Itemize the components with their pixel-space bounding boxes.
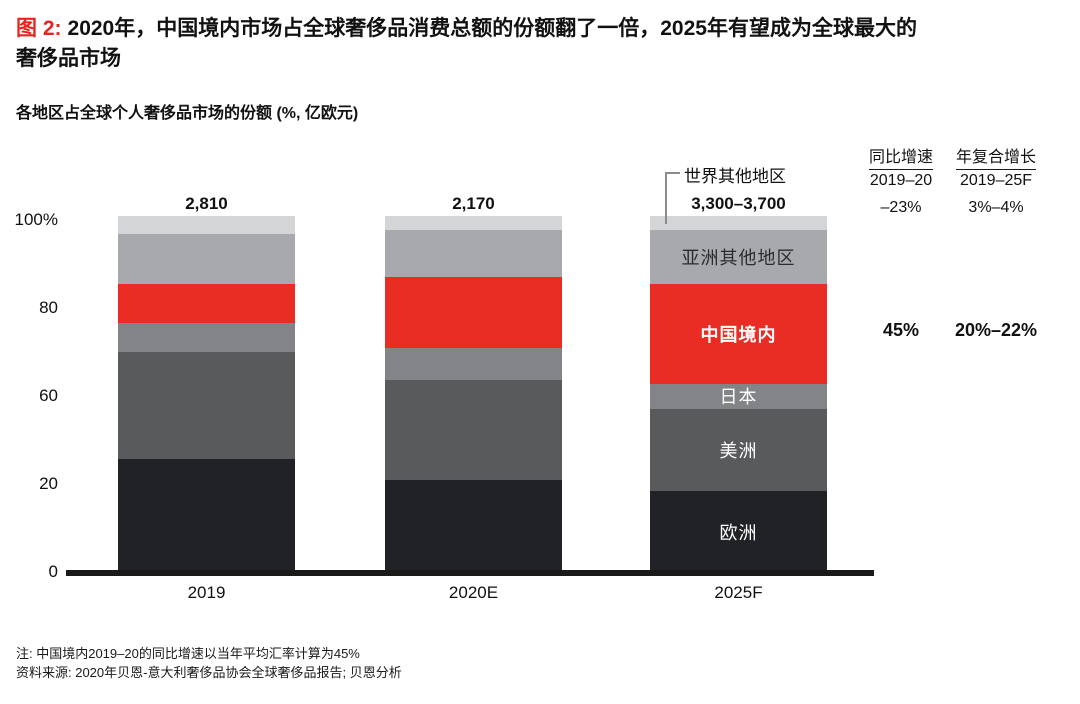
bar-total-2025f: 3,300–3,700 xyxy=(691,194,786,213)
segment-label-rest-of-asia: 亚洲其他地区 xyxy=(681,248,796,269)
stacked-bar-2019 xyxy=(118,216,295,573)
footnote: 注: 中国境内2019–20的同比增速以当年平均汇率计算为45% xyxy=(16,646,360,661)
callout-label-rest-of-world: 世界其他地区 xyxy=(684,167,786,186)
stat-total-cagr: 3%–4% xyxy=(968,199,1024,216)
segment-rest-of-asia-2025F: 亚洲其他地区 xyxy=(650,230,827,284)
x-label-2025f: 2025F xyxy=(714,583,763,602)
segment-americas-2025F: 美洲 xyxy=(650,408,827,491)
segment-china-mainland-2019 xyxy=(118,283,295,324)
stat-china-yoy: 45% xyxy=(882,320,920,340)
figure-number: 图 2: xyxy=(16,17,62,40)
segment-label-japan: 日本 xyxy=(719,387,758,408)
stacked-bar-2025F: 亚洲其他地区 中国境内日本美洲欧洲 xyxy=(650,216,827,573)
stat-period-cagr: 2019–25F xyxy=(959,172,1033,189)
segment-rest-of-world-2020E xyxy=(385,216,562,231)
figure-title: 图 2: 2020年，中国境内市场占全球奢侈品消费总额的份额翻了一倍，2025年有… xyxy=(16,14,1068,74)
segment-rest-of-world-2025F xyxy=(650,216,827,231)
segment-china-mainland-2020E xyxy=(385,276,562,349)
y-tick-60: 60 xyxy=(39,386,58,405)
segment-europe-2020E xyxy=(385,480,562,573)
stat-china-cagr: 20%–22% xyxy=(954,320,1038,340)
stat-header-yoy: 同比增速 xyxy=(838,143,964,170)
segment-japan-2020E xyxy=(385,348,562,381)
segment-europe-2025F: 欧洲 xyxy=(650,490,827,573)
x-axis-line xyxy=(66,570,874,576)
x-label-2019: 2019 xyxy=(187,583,226,602)
segment-rest-of-world-2019 xyxy=(118,216,295,234)
bar-total-2019: 2,810 xyxy=(185,194,228,213)
y-tick-80: 80 xyxy=(39,298,58,317)
stat-total-yoy: –23% xyxy=(880,199,922,216)
x-label-2020e: 2020E xyxy=(448,583,499,602)
stacked-bar-2020E xyxy=(385,216,562,573)
chart-subtitle: 各地区占全球个人奢侈品市场的份额 (%, 亿欧元) xyxy=(16,105,359,122)
segment-japan-2025F: 日本 xyxy=(650,383,827,409)
segment-americas-2020E xyxy=(385,380,562,481)
segment-label-americas: 美洲 xyxy=(719,440,758,461)
segment-label-europe: 欧洲 xyxy=(719,522,758,543)
stat-period-yoy: 2019–20 xyxy=(869,172,933,189)
segment-americas-2019 xyxy=(118,351,295,459)
y-tick-0: 0 xyxy=(48,562,58,581)
figure-title-line1: 2020年，中国境内市场占全球奢侈品消费总额的份额翻了一倍，2025年有望成为全… xyxy=(67,17,917,40)
bar-total-2020e: 2,170 xyxy=(452,194,495,213)
stat-header-cagr: 年复合增长 xyxy=(932,143,1060,170)
figure-title-line2: 奢侈品市场 xyxy=(16,47,121,70)
segment-china-mainland-2025F: 中国境内 xyxy=(650,283,827,384)
y-tick-100: 100% xyxy=(14,210,58,229)
segment-rest-of-asia-2020E xyxy=(385,230,562,277)
segment-europe-2019 xyxy=(118,458,295,573)
segment-label-china-mainland: 中国境内 xyxy=(700,324,777,345)
callout-leader-line xyxy=(665,172,680,224)
segment-rest-of-asia-2019 xyxy=(118,233,295,284)
source-note: 资料来源: 2020年贝恩-意大利奢侈品协会全球奢侈品报告; 贝恩分析 xyxy=(16,665,402,680)
segment-japan-2019 xyxy=(118,323,295,352)
y-tick-20: 20 xyxy=(39,474,58,493)
